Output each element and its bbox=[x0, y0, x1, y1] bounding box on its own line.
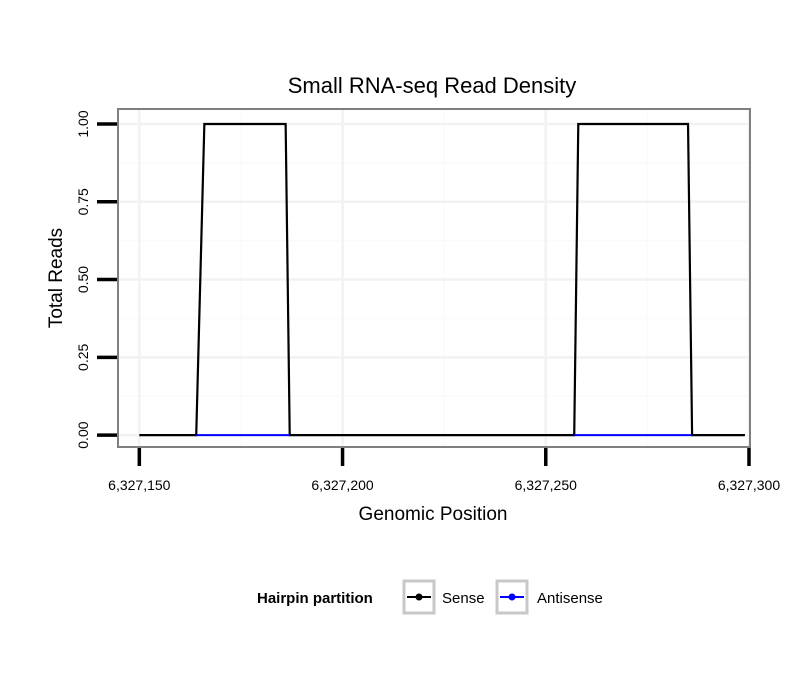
chart-title: Small RNA-seq Read Density bbox=[288, 73, 577, 98]
y-tick-label: 0.25 bbox=[75, 343, 91, 370]
legend-marker-antisense bbox=[508, 593, 516, 601]
y-axis: 0.00 0.25 0.50 0.75 1.00 bbox=[75, 110, 117, 449]
x-tick-label: 6,327,200 bbox=[311, 477, 373, 493]
series-layer bbox=[139, 122, 745, 437]
legend-label-sense: Sense bbox=[442, 590, 485, 607]
x-tick-label: 6,327,300 bbox=[718, 477, 780, 493]
x-tick-label: 6,327,250 bbox=[515, 477, 577, 493]
y-tick-label: 0.50 bbox=[75, 266, 91, 293]
y-tick-label: 1.00 bbox=[75, 110, 91, 137]
x-tick-label: 6,327,150 bbox=[108, 477, 170, 493]
legend-title: Hairpin partition bbox=[257, 590, 373, 607]
legend-marker-sense bbox=[415, 593, 423, 601]
legend: Hairpin partition Sense Antisense bbox=[257, 579, 603, 615]
plot-border bbox=[117, 108, 751, 448]
x-axis: 6,327,150 6,327,200 6,327,250 6,327,300 bbox=[108, 448, 780, 493]
plot-background bbox=[119, 110, 749, 446]
legend-label-antisense: Antisense bbox=[537, 590, 603, 607]
x-axis-title: Genomic Position bbox=[359, 504, 508, 525]
grid bbox=[119, 110, 751, 446]
y-axis-title: Total Reads bbox=[46, 228, 67, 328]
series-line-sense bbox=[139, 122, 745, 437]
y-tick-label: 0.75 bbox=[75, 188, 91, 215]
y-tick-label: 0.00 bbox=[75, 421, 91, 448]
